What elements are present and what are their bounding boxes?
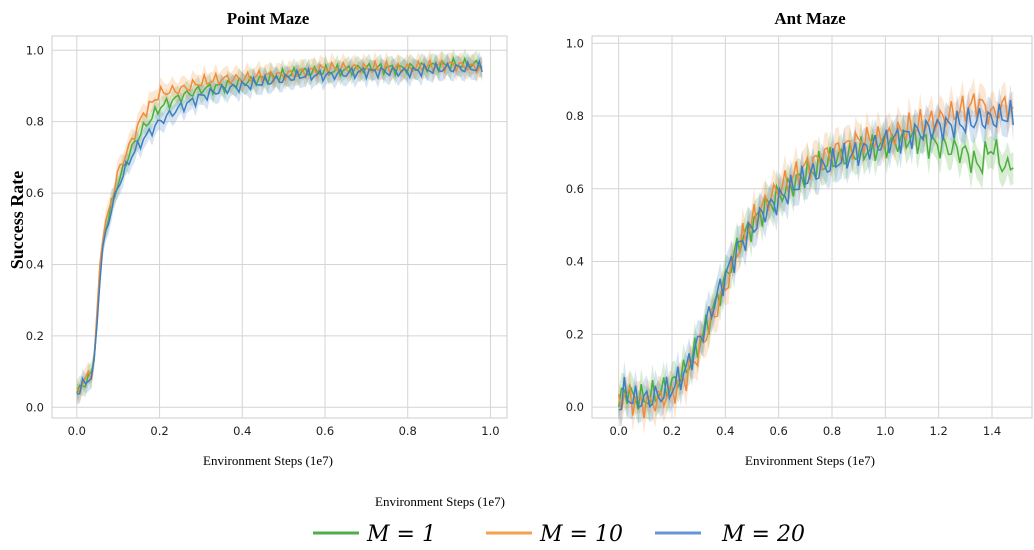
point-maze-grid — [51, 35, 508, 419]
x-tick-label: 0.4 — [233, 424, 251, 438]
series-line — [76, 55, 483, 394]
ant-maze-title: Ant Maze — [774, 9, 846, 28]
confidence-band — [76, 50, 483, 403]
series-line — [618, 99, 1015, 411]
point-maze-panel: Point Maze Success Rate Environment Step… — [7, 9, 508, 468]
y-tick-label: 0.4 — [26, 257, 44, 271]
series-line — [76, 58, 483, 395]
y-tick-label: 0.0 — [566, 400, 584, 414]
x-tick-label: 1.0 — [481, 424, 499, 438]
y-axis-label: Success Rate — [7, 171, 27, 269]
confidence-band — [76, 48, 483, 404]
confidence-band — [76, 51, 483, 405]
y-tick-label: 0.6 — [566, 182, 584, 196]
ant-maze-ticks: 0.0 0.2 0.4 0.6 0.8 1.0 1.2 1.4 0.0 0.2 0.4 0.6 0.8 1… — [566, 36, 1001, 438]
x-tick-label: 1.2 — [930, 424, 948, 438]
legend-note: Environment Steps (1e7) — [375, 494, 505, 509]
ant-maze-panel: Ant Maze Environment Steps (1e7) 0.0 0.2 0… — [566, 9, 1033, 468]
x-tick-label: 0.2 — [150, 424, 168, 438]
x-tick-label: 0.6 — [770, 424, 788, 438]
x-tick-label: 0.2 — [663, 424, 681, 438]
point-maze-bands — [76, 48, 483, 405]
y-tick-label: 0.8 — [26, 115, 44, 129]
y-tick-label: 0.6 — [26, 186, 44, 200]
y-tick-label: 0.4 — [566, 255, 584, 269]
series-line — [76, 58, 483, 395]
ant-maze-x-axis-label: Environment Steps (1e7) — [745, 453, 875, 468]
point-maze-title: Point Maze — [227, 9, 310, 28]
legend-label-m10: M = 10 — [539, 522, 623, 547]
y-tick-label: 0.2 — [26, 329, 44, 343]
y-tick-label: 1.0 — [566, 36, 584, 50]
x-tick-label: 0.6 — [316, 424, 334, 438]
y-tick-label: 1.0 — [26, 43, 44, 57]
x-tick-label: 0.8 — [823, 424, 841, 438]
x-tick-label: 1.4 — [983, 424, 1001, 438]
plot-frame — [591, 35, 1033, 419]
legend-label-m1: M = 1 — [366, 522, 436, 547]
legend: Environment Steps (1e7) M = 1 M = 10 M =… — [313, 494, 805, 547]
y-tick-label: 0.2 — [566, 327, 584, 341]
plot-frame — [51, 35, 508, 419]
point-maze-lines — [76, 55, 483, 395]
x-tick-label: 0.4 — [716, 424, 734, 438]
ant-maze-lines — [617, 93, 1015, 419]
y-tick-label: 0.8 — [566, 109, 584, 123]
legend-label-m20: M = 20 — [721, 522, 805, 547]
x-tick-label: 0.0 — [68, 424, 86, 438]
point-maze-x-axis-label: Environment Steps (1e7) — [203, 453, 333, 468]
x-tick-label: 1.0 — [876, 424, 894, 438]
ant-maze-grid — [591, 35, 1033, 419]
point-maze-ticks: 0.0 0.2 0.4 0.6 0.8 1.0 0.0 0.2 0.4 0.6 0.8 1.0 — [26, 43, 500, 438]
x-tick-label: 0.8 — [399, 424, 417, 438]
y-tick-label: 0.0 — [26, 400, 44, 414]
x-tick-label: 0.0 — [610, 424, 628, 438]
